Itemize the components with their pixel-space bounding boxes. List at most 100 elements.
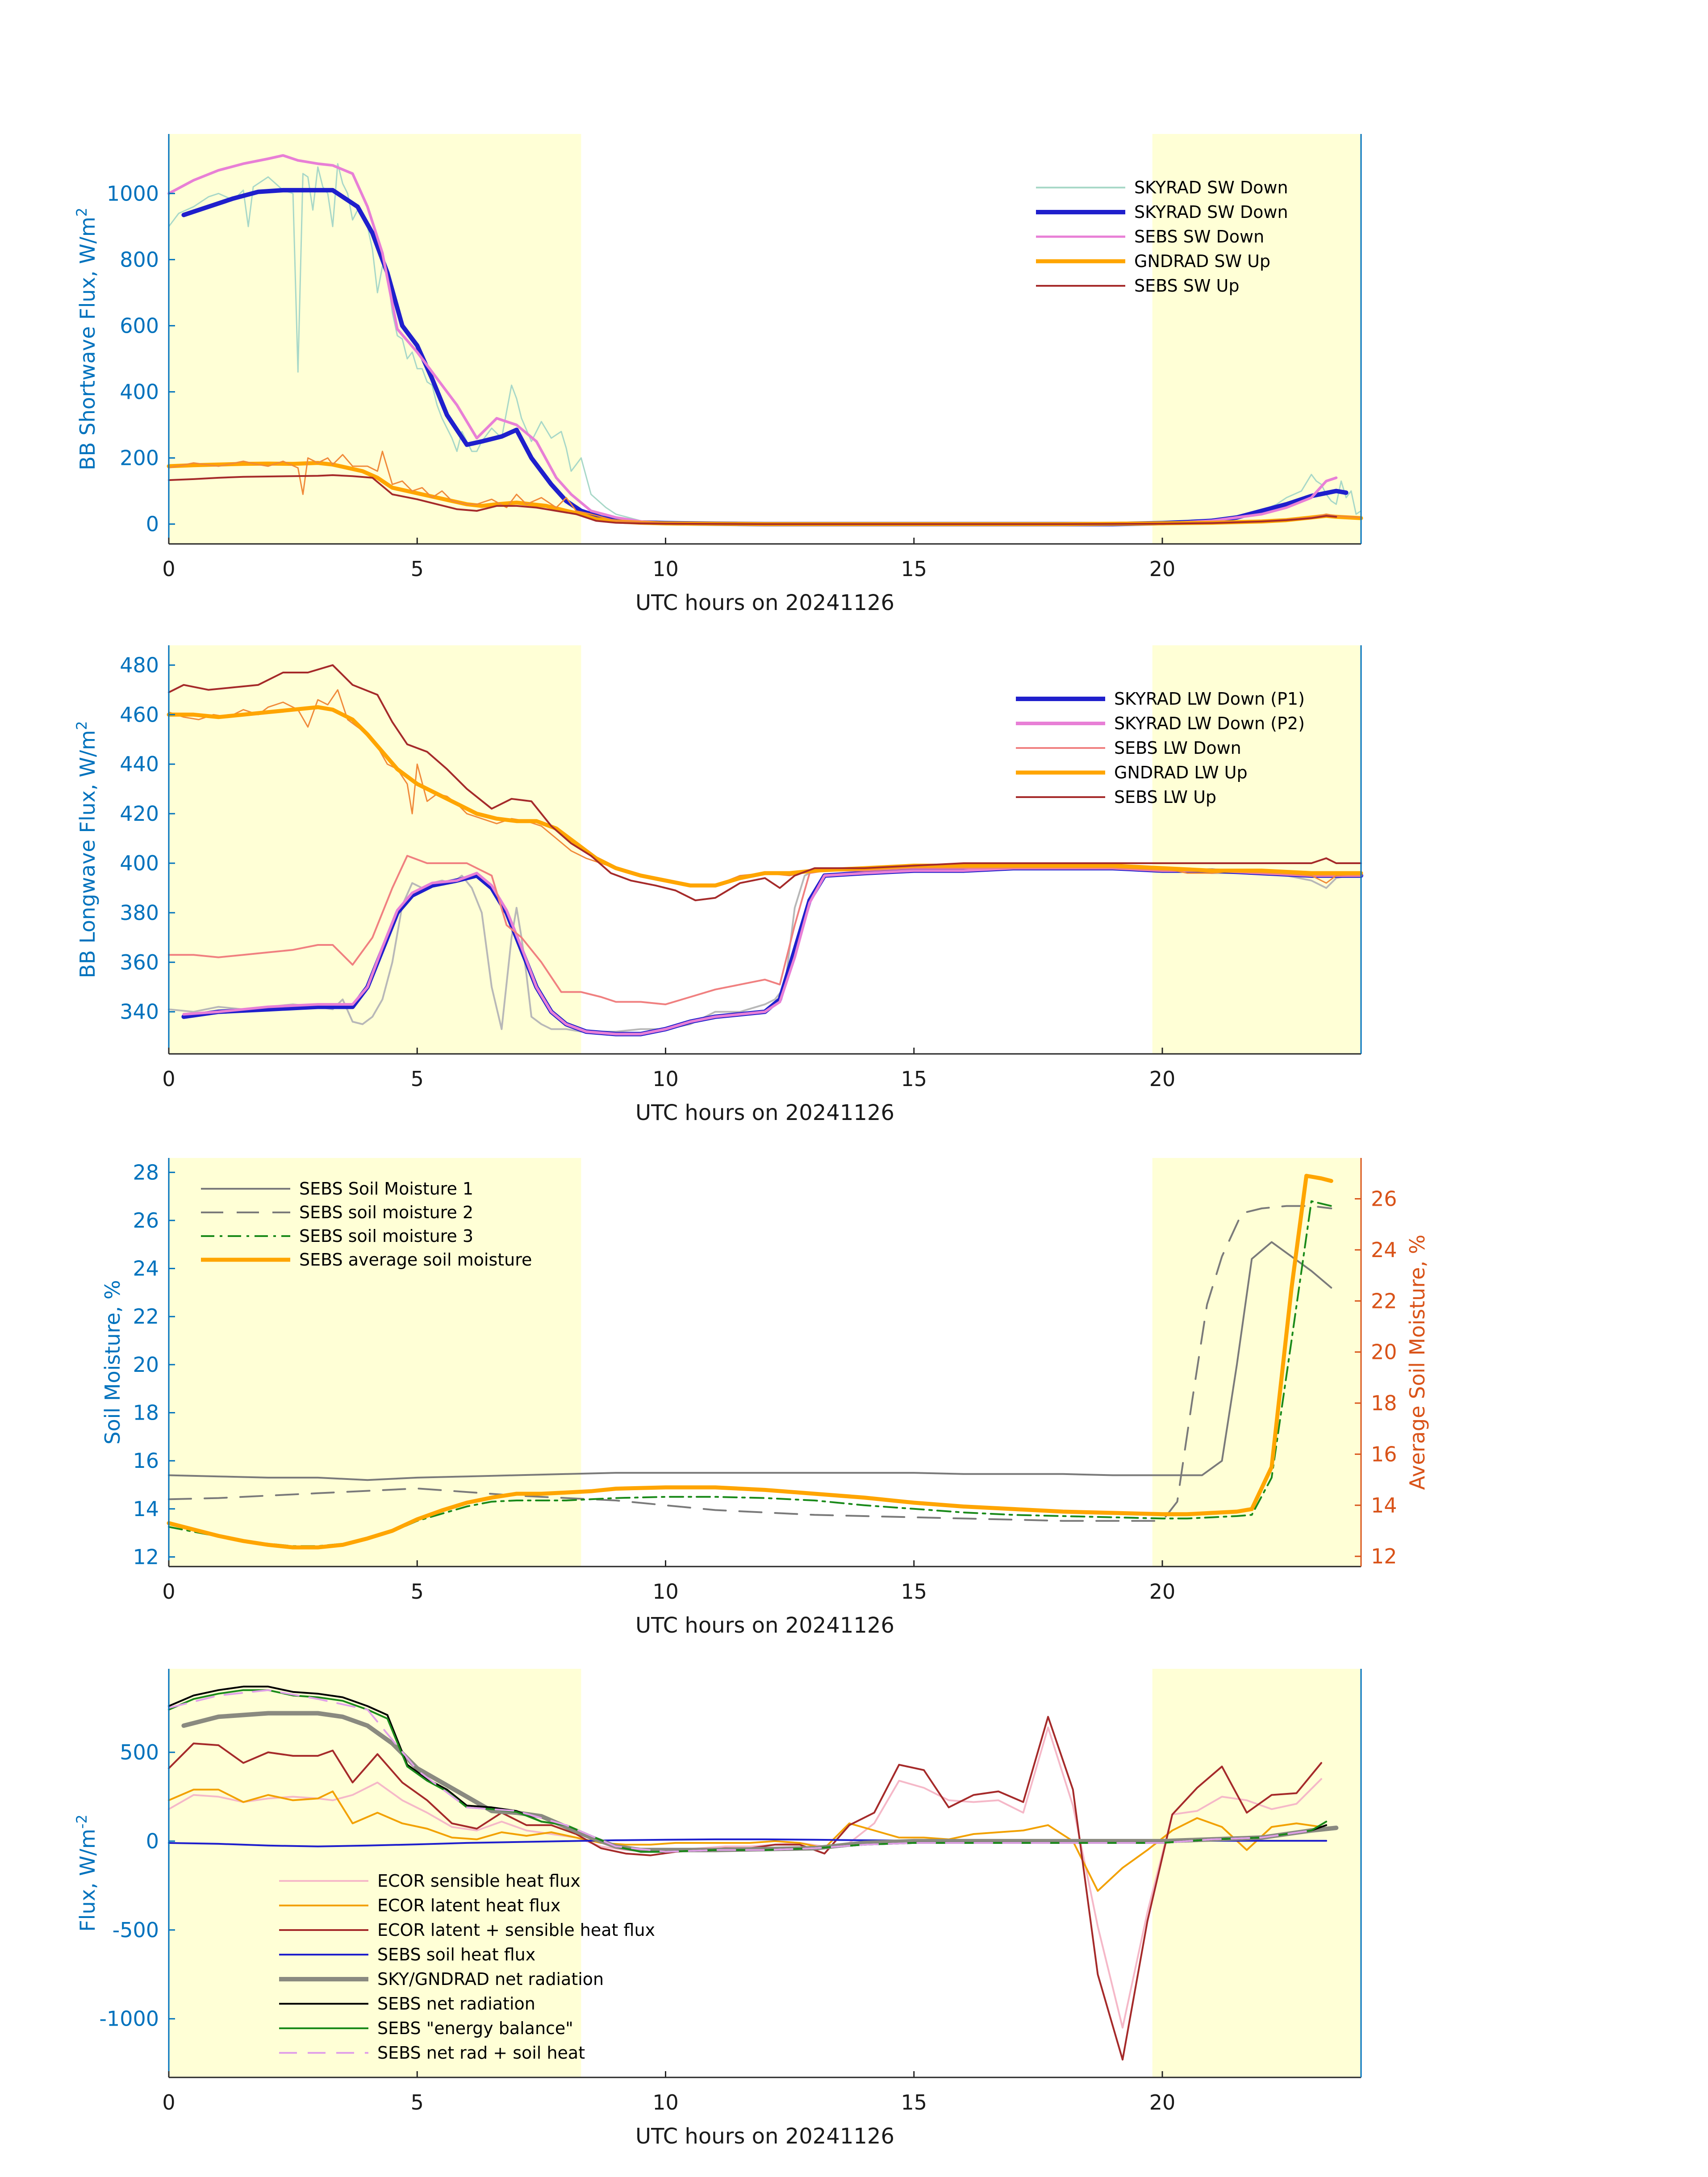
series-line-sebs-lw-up-6 [168,664,1362,902]
y-axis-label: BB Shortwave Flux, W/m2 [73,208,100,470]
x-tick-label: 10 [652,1067,679,1091]
x-tick-label: 20 [1149,557,1176,581]
x-tick-label: 20 [1149,1067,1176,1091]
y-axis-label-right: Average Soil Moisture, % [1405,1235,1429,1490]
y-axis-label: Soil Moisture, % [100,1280,125,1444]
legend-label-sebs-sw-up: SEBS SW Up [1134,276,1239,296]
y-tick-label: -500 [113,1918,159,1942]
series-line-sebs-sw-up-5 [168,474,1337,525]
x-tick-label: 0 [162,2090,175,2114]
y-right-tick-label: 24 [1371,1238,1397,1262]
y-right-tick-label: 12 [1371,1544,1397,1568]
x-tick-label: 10 [652,1579,679,1604]
legend-label-ecor-sensible-heat-flux: ECOR sensible heat flux [377,1871,580,1891]
y-axis-label: Flux, W/m-2 [73,1814,100,1932]
legend-label-sebs-lw-down: SEBS LW Down [1114,738,1241,758]
legend-label-sebs-energy-balance: SEBS "energy balance" [377,2018,573,2038]
y-tick-label: 420 [120,802,159,826]
legend-label-sebs-sw-down: SEBS SW Down [1134,227,1264,247]
y-tick-label: 26 [133,1208,159,1233]
x-axis-label: UTC hours on 20241126 [635,2124,894,2149]
shaded-region-2 [1152,1669,1361,2077]
y-axis-label-superscript: -2 [73,1814,90,1829]
shaded-region-1 [169,134,581,544]
x-tick-label: 0 [162,1579,175,1604]
x-tick-label: 0 [162,557,175,581]
y-tick-label: 400 [120,380,159,404]
legend: ECOR sensible heat flux ECOR latent heat … [279,1871,655,2063]
y-tick-label: 20 [133,1353,159,1377]
chart-panel-4: 0 5 10 15 20 -1000 -500 0 500 UTC hours on 202411… [73,1669,1362,2149]
series-line-sebs-average-soil-moisture-3 [167,1174,1333,1550]
series-line-gndrad-lw-up-5 [167,705,1363,888]
y-right-tick-label: 14 [1371,1493,1397,1517]
x-tick-label: 20 [1149,2090,1176,2114]
y-axis-label-superscript: 2 [73,208,90,217]
legend-label-gndrad-sw-up: GNDRAD SW Up [1134,251,1270,271]
y-axis-label-text: BB Longwave Flux, W/m [75,730,100,978]
legend-label-sebs-net-rad-soil-heat: SEBS net rad + soil heat [377,2043,585,2063]
y-right-tick-label: 26 [1371,1187,1397,1211]
y-tick-label: 460 [120,702,159,727]
legend-label-skyrad-lw-down-p2: SKYRAD LW Down (P2) [1114,714,1305,733]
legend-label-ecor-latent-sensible-heat-flux: ECOR latent + sensible heat flux [377,1920,655,1940]
series-group [168,1685,1339,2061]
y-tick-label: 500 [120,1740,159,1764]
x-tick-label: 5 [411,557,424,581]
legend: SKYRAD LW Down (P1) SKYRAD LW Down (P2) SE… [1016,689,1305,807]
y-tick-label: 22 [133,1304,159,1329]
legend-label-sebs-soil-heat-flux: SEBS soil heat flux [377,1945,535,1964]
y-tick-label: 0 [146,1829,159,1853]
shaded-region-1 [169,1669,581,2077]
y-tick-label: 340 [120,1000,159,1024]
legend-label-skyrad-lw-down-p1: SKYRAD LW Down (P1) [1114,689,1305,709]
x-tick-label: 10 [652,2090,679,2114]
y-tick-label: 24 [133,1257,159,1281]
y-tick-label: 200 [120,446,159,470]
legend-label-sebs-soil-moisture-3: SEBS soil moisture 3 [299,1226,473,1246]
series-line-ecor-latent-heat-flux-1 [168,1788,1322,1892]
y-axis-label-superscript: 2 [73,721,90,730]
y-right-tick-label: 22 [1371,1289,1397,1313]
x-tick-label: 15 [901,1579,927,1604]
y-tick-label: 28 [133,1160,159,1184]
legend: SKYRAD SW Down SKYRAD SW Down SEBS SW Down… [1036,178,1288,296]
legend-label-sebs-net-radiation: SEBS net radiation [377,1994,535,2014]
series-line-sebs-lw-down-3 [168,855,1362,1006]
y-tick-label: 12 [133,1545,159,1569]
x-tick-label: 5 [411,1067,424,1091]
x-tick-label: 5 [411,1579,424,1604]
x-axis-label: UTC hours on 20241126 [635,1100,894,1125]
series-line-sebs-soil-moisture-1-0 [168,1241,1332,1481]
y-tick-label: 14 [133,1497,159,1521]
y-axis-label-text: BB Shortwave Flux, W/m [75,217,100,470]
legend-label-sebs-soil-moisture-1: SEBS Soil Moisture 1 [299,1179,473,1199]
x-tick-label: 10 [652,557,679,581]
legend-label-ecor-latent-heat-flux: ECOR latent heat flux [377,1896,560,1915]
series-line-ecor-sensible-heat-flux-0 [168,1726,1322,2029]
y-tick-label: 800 [120,247,159,272]
x-tick-label: 0 [162,1067,175,1091]
x-axis-label: UTC hours on 20241126 [635,590,894,615]
x-tick-label: 5 [411,2090,424,2114]
y-right-tick-label: 16 [1371,1442,1397,1466]
y-right-tick-label: 20 [1371,1340,1397,1364]
x-tick-label: 20 [1149,1579,1176,1604]
legend-label-sky-gndrad-net-radiation: SKY/GNDRAD net radiation [377,1969,604,1989]
series-line-sebs-net-rad-soil-heat-7 [168,1689,1312,1853]
y-right-tick-label: 18 [1371,1391,1397,1415]
y-tick-label: 380 [120,901,159,925]
legend-label-sebs-soil-moisture-2: SEBS soil moisture 2 [299,1203,473,1222]
y-tick-label: 440 [120,752,159,776]
x-tick-label: 15 [901,557,927,581]
chart-panel-3: 0 5 10 15 20 12 14 16 18 20 22 24 26 28 12 14 16 18 20 22 24… [100,1158,1429,1638]
series-group [167,154,1363,526]
y-tick-label: 480 [120,653,159,677]
shaded-region-1 [169,645,581,1054]
legend: SEBS Soil Moisture 1 SEBS soil moisture 2… [201,1179,532,1270]
y-tick-label: 600 [120,313,159,338]
shaded-region-2 [1152,134,1361,544]
x-axis-label: UTC hours on 20241126 [635,1613,894,1638]
